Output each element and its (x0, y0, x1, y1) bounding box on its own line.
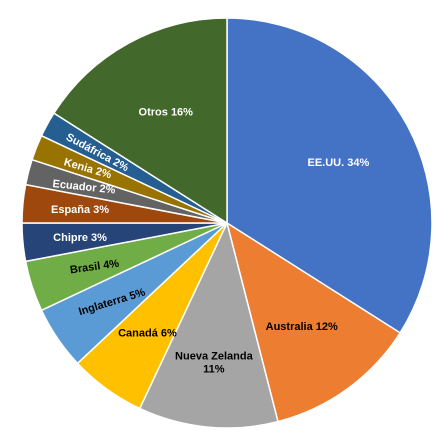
pie-slice-nueva (138, 220, 279, 429)
slice-label-australia: Australia 12% (266, 321, 338, 333)
slice-label-otros: Otros 16% (139, 107, 194, 119)
slice-label-canada: Canadá 6% (118, 327, 177, 339)
pie-slice-australia (225, 221, 402, 423)
slice-label-espana: España 3% (51, 204, 109, 216)
pie-slice-ee-uu (226, 17, 433, 334)
pie-slices (21, 17, 433, 429)
slice-label-ee-uu: EE.UU. 34% (308, 157, 370, 169)
slice-label-nueva: Nueva Zelanda 11% (175, 350, 254, 375)
slice-label-chipre: Chipre 3% (53, 232, 107, 244)
pie-slice-otros (52, 17, 228, 225)
